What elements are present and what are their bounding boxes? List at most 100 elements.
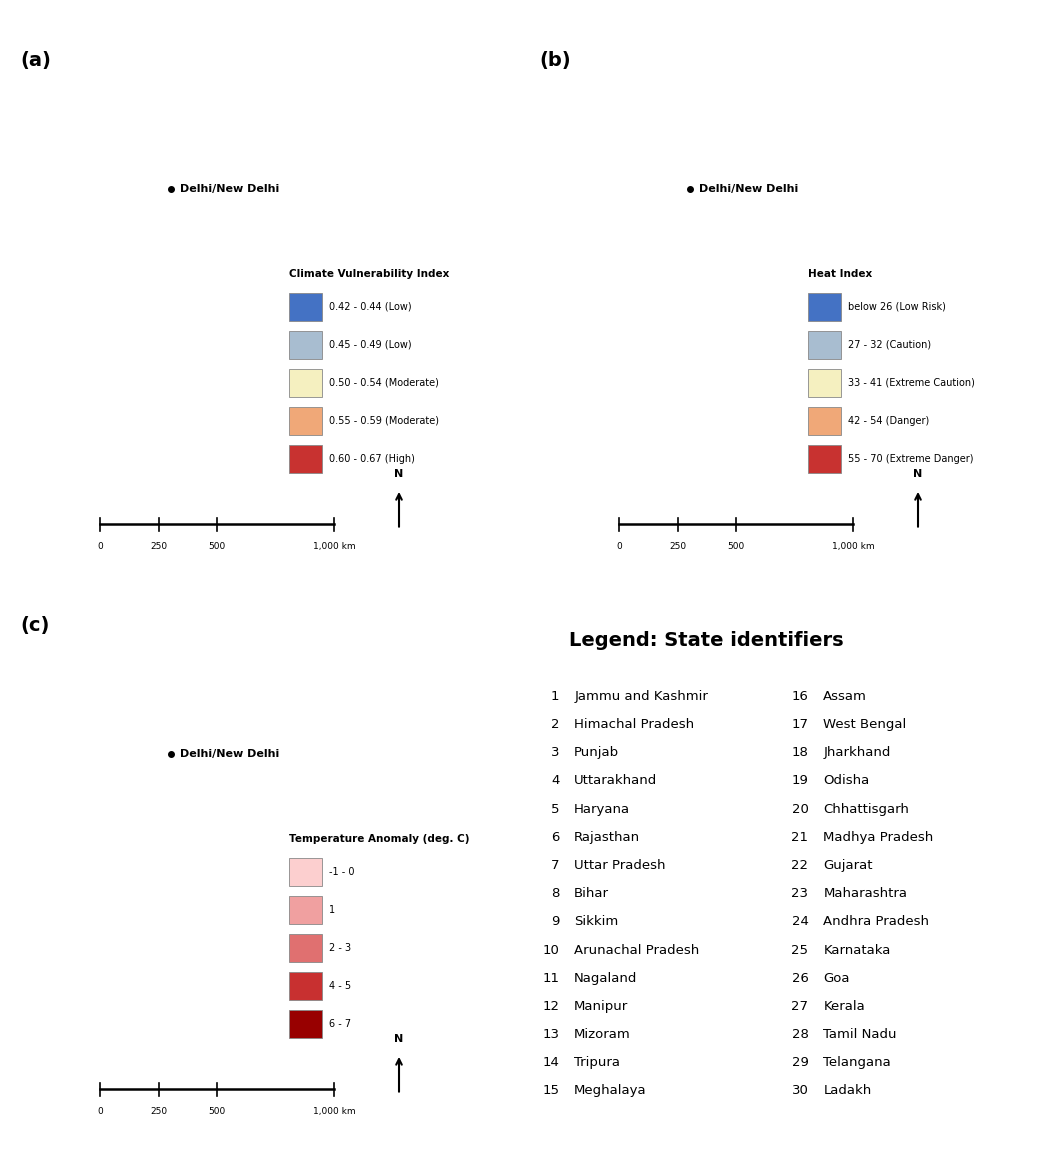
Bar — [809, 331, 841, 359]
Text: (a): (a) — [21, 51, 51, 70]
Text: 2: 2 — [551, 718, 559, 731]
Text: 23: 23 — [791, 887, 809, 900]
Text: 500: 500 — [209, 542, 226, 551]
Text: 6: 6 — [551, 831, 559, 844]
Text: N: N — [394, 469, 404, 478]
Text: Jammu and Kashmir: Jammu and Kashmir — [574, 689, 708, 703]
Text: 250: 250 — [151, 542, 167, 551]
Text: West Bengal: West Bengal — [823, 718, 906, 731]
Text: 28: 28 — [792, 1028, 809, 1041]
Text: 500: 500 — [728, 542, 745, 551]
Text: 29: 29 — [792, 1056, 809, 1069]
Text: Meghalaya: Meghalaya — [574, 1085, 647, 1098]
Text: 21: 21 — [791, 831, 809, 844]
Text: 30: 30 — [792, 1085, 809, 1098]
Text: 7: 7 — [551, 859, 559, 872]
Text: Rajasthan: Rajasthan — [574, 831, 640, 844]
Text: Punjab: Punjab — [574, 746, 620, 760]
Text: 17: 17 — [791, 718, 809, 731]
Text: 5: 5 — [551, 802, 559, 815]
Bar — [290, 369, 322, 397]
Text: Madhya Pradesh: Madhya Pradesh — [823, 831, 933, 844]
Bar — [809, 407, 841, 435]
Text: 12: 12 — [542, 1000, 559, 1012]
Text: -1 - 0: -1 - 0 — [329, 867, 355, 876]
Text: Karnataka: Karnataka — [823, 943, 891, 957]
Text: 14: 14 — [543, 1056, 559, 1069]
Bar — [809, 369, 841, 397]
Text: Mizoram: Mizoram — [574, 1028, 631, 1041]
Bar — [290, 934, 322, 962]
Text: Maharashtra: Maharashtra — [823, 887, 907, 900]
Bar — [290, 896, 322, 924]
Text: 0: 0 — [98, 1107, 103, 1116]
Text: 0.45 - 0.49 (Low): 0.45 - 0.49 (Low) — [329, 340, 412, 349]
Text: 16: 16 — [792, 689, 809, 703]
Text: Himachal Pradesh: Himachal Pradesh — [574, 718, 694, 731]
Text: Sikkim: Sikkim — [574, 915, 619, 928]
Text: 0: 0 — [98, 542, 103, 551]
Text: 13: 13 — [542, 1028, 559, 1041]
Text: Bihar: Bihar — [574, 887, 609, 900]
Text: Goa: Goa — [823, 972, 850, 985]
Text: 1: 1 — [329, 905, 335, 914]
Text: 3: 3 — [551, 746, 559, 760]
Text: Manipur: Manipur — [574, 1000, 628, 1012]
Text: Tamil Nadu: Tamil Nadu — [823, 1028, 897, 1041]
Bar — [809, 445, 841, 473]
Text: Kerala: Kerala — [823, 1000, 865, 1012]
Text: 4: 4 — [551, 775, 559, 787]
Text: Telangana: Telangana — [823, 1056, 891, 1069]
Text: N: N — [913, 469, 923, 478]
Text: 10: 10 — [543, 943, 559, 957]
Text: 55 - 70 (Extreme Danger): 55 - 70 (Extreme Danger) — [848, 453, 974, 464]
Bar — [809, 293, 841, 321]
Text: 1,000 km: 1,000 km — [831, 542, 875, 551]
Text: 500: 500 — [209, 1107, 226, 1116]
Text: Haryana: Haryana — [574, 802, 630, 815]
Text: Arunachal Pradesh: Arunachal Pradesh — [574, 943, 700, 957]
Text: 25: 25 — [791, 943, 809, 957]
Text: 15: 15 — [542, 1085, 559, 1098]
Text: 18: 18 — [792, 746, 809, 760]
Bar — [290, 407, 322, 435]
Text: Legend: State identifiers: Legend: State identifiers — [569, 632, 844, 650]
Text: 1: 1 — [551, 689, 559, 703]
Text: Heat Index: Heat Index — [809, 269, 873, 279]
Bar — [290, 445, 322, 473]
Text: Jharkhand: Jharkhand — [823, 746, 891, 760]
Text: Temperature Anomaly (deg. C): Temperature Anomaly (deg. C) — [290, 834, 470, 844]
Text: (b): (b) — [540, 51, 571, 70]
Bar — [290, 293, 322, 321]
Text: 250: 250 — [670, 542, 686, 551]
Text: 26: 26 — [792, 972, 809, 985]
Text: Tripura: Tripura — [574, 1056, 621, 1069]
Text: 250: 250 — [151, 1107, 167, 1116]
Text: 42 - 54 (Danger): 42 - 54 (Danger) — [848, 415, 929, 425]
Text: Chhattisgarh: Chhattisgarh — [823, 802, 909, 815]
Bar — [290, 858, 322, 886]
Text: Gujarat: Gujarat — [823, 859, 873, 872]
Text: Delhi/New Delhi: Delhi/New Delhi — [180, 748, 279, 759]
Text: 6 - 7: 6 - 7 — [329, 1018, 352, 1028]
Text: (c): (c) — [21, 616, 50, 635]
Text: Delhi/New Delhi: Delhi/New Delhi — [699, 183, 798, 194]
Text: 0.50 - 0.54 (Moderate): 0.50 - 0.54 (Moderate) — [329, 378, 439, 387]
Text: 11: 11 — [542, 972, 559, 985]
Text: 2 - 3: 2 - 3 — [329, 943, 352, 952]
Text: 4 - 5: 4 - 5 — [329, 980, 352, 990]
Text: 0.60 - 0.67 (High): 0.60 - 0.67 (High) — [329, 453, 415, 464]
Text: 1,000 km: 1,000 km — [312, 1107, 356, 1116]
Text: Nagaland: Nagaland — [574, 972, 637, 985]
Text: 27 - 32 (Caution): 27 - 32 (Caution) — [848, 340, 931, 349]
Bar — [290, 972, 322, 1000]
Text: N: N — [394, 1034, 404, 1043]
Text: 1,000 km: 1,000 km — [312, 542, 356, 551]
Text: 0: 0 — [617, 542, 622, 551]
Bar — [290, 331, 322, 359]
Text: 24: 24 — [792, 915, 809, 928]
Text: Climate Vulnerability Index: Climate Vulnerability Index — [290, 269, 449, 279]
Text: 9: 9 — [551, 915, 559, 928]
Text: Ladakh: Ladakh — [823, 1085, 872, 1098]
Text: 20: 20 — [792, 802, 809, 815]
